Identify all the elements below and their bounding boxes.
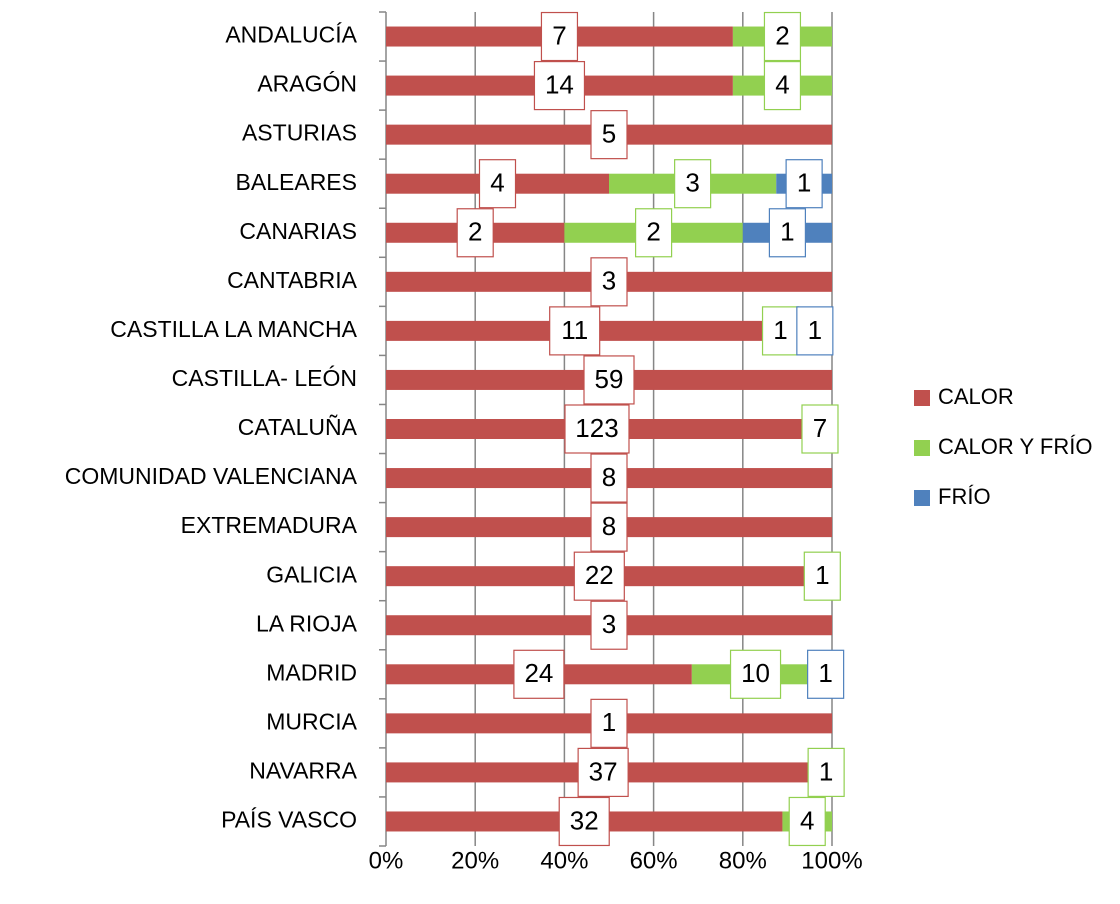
x-tick-label: 20% bbox=[451, 847, 499, 874]
data-label: 123 bbox=[575, 413, 618, 443]
data-label: 1 bbox=[602, 707, 616, 737]
data-label: 37 bbox=[589, 756, 618, 786]
data-label-box bbox=[590, 257, 628, 307]
y-tick-label: PAÍS VASCO bbox=[221, 807, 357, 833]
data-label: 24 bbox=[524, 658, 553, 688]
data-label-box bbox=[577, 747, 629, 798]
data-label: 22 bbox=[585, 560, 614, 590]
y-tick-label: COMUNIDAD VALENCIANA bbox=[65, 463, 358, 489]
data-label-box bbox=[549, 306, 601, 356]
data-label: 32 bbox=[570, 805, 599, 835]
data-label: 14 bbox=[545, 69, 574, 99]
y-tick-label: ARAGÓN bbox=[257, 71, 357, 97]
data-label-box bbox=[768, 208, 807, 258]
legend-swatch bbox=[914, 440, 930, 456]
y-tick-label: CASTILLA LA MANCHA bbox=[110, 316, 357, 342]
x-tick-label: 80% bbox=[719, 847, 767, 874]
data-label: 8 bbox=[602, 511, 616, 541]
x-tick-label: 40% bbox=[540, 847, 588, 874]
data-label: 4 bbox=[800, 805, 814, 835]
y-tick-label: CATALUÑA bbox=[238, 414, 358, 440]
y-tick-label: LA RIOJA bbox=[256, 610, 358, 636]
data-label-box bbox=[807, 747, 845, 798]
data-label: 1 bbox=[818, 658, 832, 688]
data-label: 1 bbox=[773, 315, 787, 345]
data-label-box bbox=[674, 159, 712, 209]
data-label: 1 bbox=[808, 315, 822, 345]
legend-swatch bbox=[914, 390, 930, 406]
data-label-box bbox=[478, 159, 517, 209]
data-label-box bbox=[801, 404, 839, 454]
data-label-box bbox=[540, 11, 579, 62]
data-label: 3 bbox=[602, 266, 616, 296]
data-label: 2 bbox=[646, 217, 660, 247]
y-tick-label: BALEARES bbox=[236, 169, 357, 195]
data-label: 7 bbox=[813, 413, 827, 443]
x-tick-label: 0% bbox=[369, 847, 404, 874]
data-label-box bbox=[583, 355, 635, 405]
data-label: 4 bbox=[490, 168, 504, 198]
data-label-box bbox=[590, 110, 628, 160]
data-label: 3 bbox=[685, 168, 699, 198]
data-label-box bbox=[456, 208, 494, 258]
y-tick-label: NAVARRA bbox=[249, 757, 357, 783]
data-label: 5 bbox=[602, 119, 616, 149]
y-tick-label: MADRID bbox=[266, 659, 357, 685]
data-label: 1 bbox=[815, 560, 829, 590]
data-label: 11 bbox=[561, 315, 588, 345]
data-label-box bbox=[533, 60, 586, 111]
data-label-box bbox=[803, 551, 841, 601]
data-label-box bbox=[590, 502, 628, 552]
data-label-box bbox=[590, 600, 628, 650]
data-label-box bbox=[729, 649, 782, 699]
data-label-box bbox=[564, 404, 630, 454]
data-label: 2 bbox=[775, 20, 789, 50]
y-tick-label: ASTURIAS bbox=[242, 120, 357, 146]
y-tick-label: CASTILLA- LEÓN bbox=[172, 365, 357, 391]
data-label-box bbox=[590, 453, 628, 503]
data-label-box bbox=[634, 208, 673, 258]
data-label-box bbox=[796, 306, 834, 356]
data-label-box bbox=[807, 649, 845, 699]
x-tick-label: 100% bbox=[801, 847, 862, 874]
data-label-box bbox=[558, 796, 610, 847]
data-label-box bbox=[573, 551, 625, 601]
data-label: 1 bbox=[797, 168, 811, 198]
data-label: 1 bbox=[819, 756, 833, 786]
data-label-box bbox=[590, 698, 628, 748]
data-label-box bbox=[785, 159, 823, 209]
data-label: 7 bbox=[552, 20, 566, 50]
data-label-box bbox=[763, 11, 802, 62]
data-label: 3 bbox=[602, 609, 616, 639]
x-tick-label: 60% bbox=[630, 847, 678, 874]
data-label: 59 bbox=[595, 364, 624, 394]
y-tick-label: CANARIAS bbox=[239, 218, 357, 244]
y-tick-label: MURCIA bbox=[266, 708, 357, 734]
data-label: 1 bbox=[780, 217, 794, 247]
legend-label: FRÍO bbox=[938, 484, 991, 509]
legend-label: CALOR bbox=[938, 384, 1014, 409]
data-label-box bbox=[763, 60, 802, 111]
data-label: 10 bbox=[741, 658, 770, 688]
data-label: 8 bbox=[602, 462, 616, 492]
y-tick-label: GALICIA bbox=[266, 561, 357, 587]
legend-swatch bbox=[914, 490, 930, 506]
y-tick-label: EXTREMADURA bbox=[181, 512, 358, 538]
data-label: 2 bbox=[468, 217, 482, 247]
data-label: 4 bbox=[775, 69, 789, 99]
y-tick-label: CANTABRIA bbox=[227, 267, 358, 293]
legend-label: CALOR Y FRÍO bbox=[938, 434, 1092, 459]
data-label-box bbox=[788, 796, 826, 847]
data-label-box bbox=[761, 306, 800, 356]
y-tick-label: ANDALUCÍA bbox=[225, 22, 357, 48]
data-label-box bbox=[513, 649, 565, 699]
